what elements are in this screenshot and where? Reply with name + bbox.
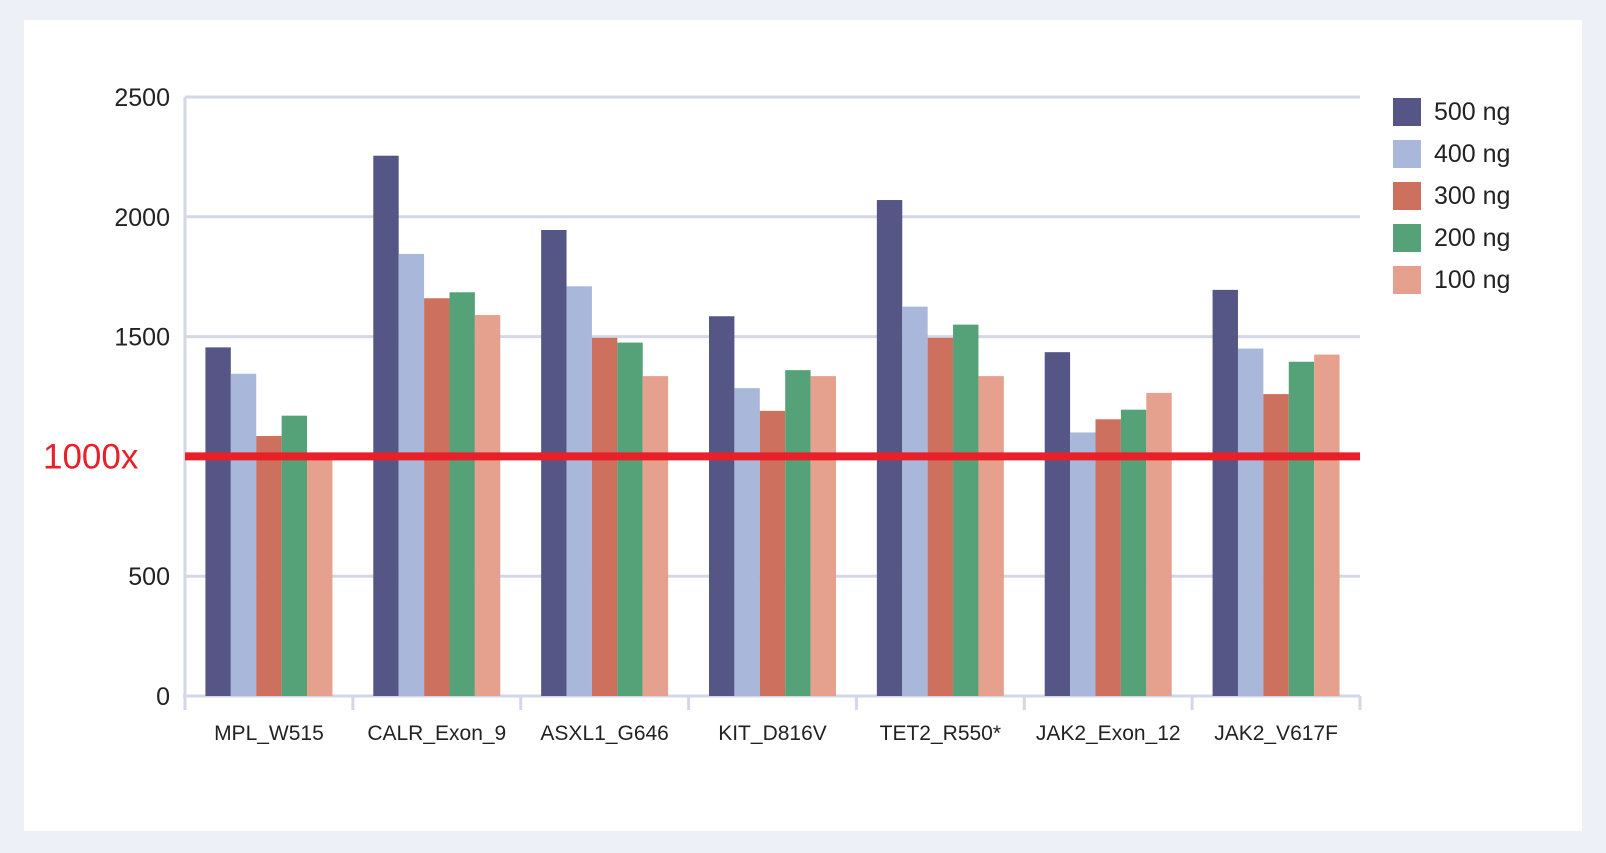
x-tick-label: MPL_W515 [214, 722, 324, 745]
y-tick-label: 2500 [114, 84, 170, 112]
bar [474, 315, 501, 696]
bar [256, 436, 282, 696]
bars [205, 155, 1340, 697]
bar [307, 456, 333, 696]
y-tick-label: 0 [156, 683, 170, 711]
bar [281, 415, 308, 696]
legend-swatch [1393, 266, 1421, 294]
bar [1095, 419, 1121, 696]
bar [1314, 354, 1340, 696]
x-tick-label: TET2_R550* [880, 722, 1001, 745]
bar [373, 155, 399, 696]
bar [810, 376, 836, 696]
bar [205, 347, 231, 696]
bar [876, 200, 903, 696]
bar [785, 370, 811, 696]
x-tick-label: JAK2_Exon_12 [1036, 722, 1181, 745]
legend-label: 500 ng [1434, 98, 1510, 126]
bar [1070, 432, 1096, 696]
bar [1212, 289, 1238, 696]
bar [1263, 394, 1289, 696]
bar [591, 337, 618, 696]
legend-label: 100 ng [1434, 266, 1510, 294]
bar [541, 229, 567, 696]
bar [449, 292, 475, 696]
bar [566, 286, 592, 696]
legend-swatch [1393, 224, 1421, 252]
y-tick-label: 2000 [114, 204, 170, 232]
x-tick-label: CALR_Exon_9 [367, 722, 506, 745]
bar [230, 373, 257, 696]
bar [978, 376, 1004, 696]
x-tick-label: ASXL1_G646 [540, 722, 668, 745]
bar [1146, 392, 1172, 696]
bar [1044, 352, 1071, 696]
bar [953, 324, 979, 696]
bar [617, 342, 643, 696]
bar [734, 388, 760, 696]
legend: 500 ng 400 ng 300 ng 200 ng 100 ng [1393, 98, 1510, 294]
legend-swatch [1393, 98, 1421, 126]
bar [927, 337, 954, 696]
y-tick-label: 1500 [114, 324, 170, 352]
legend-swatch [1393, 140, 1421, 168]
y-tick-label: 500 [128, 563, 170, 591]
bar [902, 306, 928, 696]
bar [709, 316, 735, 696]
x-tick-label: JAK2_V617F [1214, 722, 1338, 745]
axis-labels: 0 500 1500 2000 2500 MPL_W515 CALR_Exon_9 ASXL1… [114, 84, 1338, 745]
reference-line-group: 1000x [43, 437, 1360, 476]
bar [642, 376, 669, 696]
bar [398, 253, 425, 697]
legend-label: 200 ng [1434, 224, 1510, 252]
x-tick-label: KIT_D816V [718, 722, 827, 745]
legend-swatch [1393, 182, 1421, 210]
bar [1288, 361, 1315, 696]
bar [424, 298, 450, 696]
legend-label: 400 ng [1434, 140, 1510, 168]
reference-line-label: 1000x [43, 437, 139, 476]
bar [1237, 348, 1264, 696]
legend-label: 300 ng [1434, 182, 1510, 210]
